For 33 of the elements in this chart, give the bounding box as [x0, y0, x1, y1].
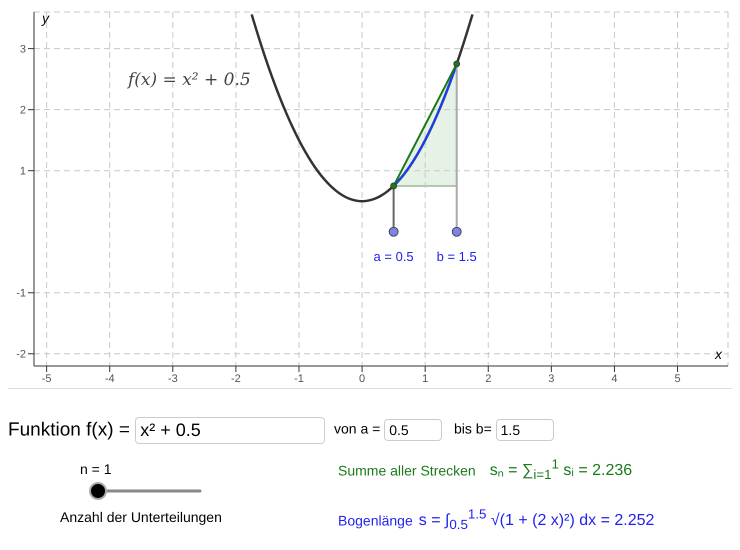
text: von a =: [334, 420, 380, 437]
x-tick-label: 3: [548, 372, 554, 385]
x-tick-label: -4: [104, 372, 115, 385]
text: Bogenlänge: [338, 512, 413, 528]
x-tick-label: 0: [359, 372, 366, 385]
text: Anzahl der Unterteilungen: [60, 509, 222, 525]
text-field: 1.5: [496, 419, 554, 441]
x-axis-title: x: [715, 346, 722, 362]
text-field: x² + 0.5: [135, 417, 326, 444]
y-tick-label: 2: [20, 104, 26, 117]
annotation: f(x) = x² + 0.5: [128, 70, 251, 90]
annotation: b = 1.5: [436, 248, 477, 264]
text: Funktion f(x) =: [8, 420, 130, 441]
y-tick-label: 3: [20, 44, 26, 56]
y-tick-label: -1: [16, 288, 26, 300]
text: bis b=: [454, 420, 492, 437]
x-tick-label: -5: [42, 372, 52, 385]
x-tick-label: -1: [294, 372, 304, 385]
annotation: a = 0.5: [374, 248, 414, 264]
text-field: 0.5: [384, 419, 442, 441]
text: sₙ = ∑$_{i=1}$$^{1}$ sᵢ = 2.236: [490, 457, 632, 483]
x-tick-label: -2: [231, 372, 241, 385]
text: s = ∫$_{0.5}$$^{1.5}$ √(1 + (2 x)²) dx = 2.252: [418, 507, 654, 533]
x-tick-label: 4: [611, 372, 618, 385]
y-axis-title: y: [42, 10, 49, 26]
text: Summe aller Strecken: [338, 462, 476, 478]
x-tick-label: 1: [422, 372, 428, 385]
x-tick-label: 5: [674, 372, 681, 385]
text: n = 1: [80, 461, 112, 477]
y-tick-label: -2: [16, 348, 26, 361]
x-tick-label: -3: [168, 372, 178, 385]
x-tick-label: 2: [485, 372, 492, 385]
y-tick-label: 1: [20, 166, 26, 178]
